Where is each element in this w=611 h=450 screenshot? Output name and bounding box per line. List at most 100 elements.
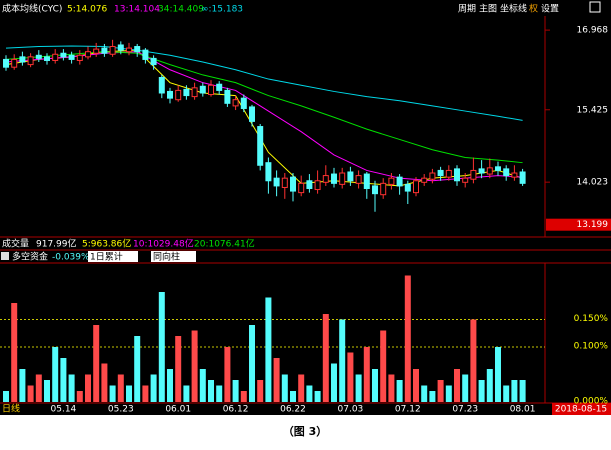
candle-body <box>429 172 436 180</box>
candle-body <box>470 169 477 180</box>
bar <box>306 385 313 402</box>
candle-body <box>511 172 518 178</box>
candle-body <box>232 99 239 107</box>
candle-body <box>495 166 501 171</box>
bar <box>199 369 206 402</box>
legend-entry: ∞:15.183 <box>201 5 243 15</box>
candle-body <box>216 83 223 91</box>
menu-item[interactable]: 坐标线 <box>500 3 527 15</box>
bar <box>331 363 337 402</box>
legend-entry: 5:14.076 <box>67 5 108 15</box>
help-icon[interactable] <box>1 252 9 260</box>
bar <box>3 391 9 402</box>
menu-item[interactable]: 权 <box>529 3 538 15</box>
candle-body <box>355 175 362 184</box>
candle-body <box>396 176 403 187</box>
bar <box>495 347 501 402</box>
candle-body <box>76 54 83 61</box>
bar <box>117 374 124 402</box>
bar <box>322 314 329 402</box>
y-tick-label: 16.968 <box>577 26 609 36</box>
panel-title: 多空资金 <box>12 251 48 263</box>
x-tick-label: 07.23 <box>452 405 478 415</box>
candle-body <box>306 180 313 190</box>
candle-body <box>249 106 255 122</box>
bar <box>380 330 387 402</box>
candle-body <box>101 47 108 54</box>
candle-body <box>134 46 141 53</box>
candle-body <box>363 173 370 190</box>
candle-body <box>265 162 272 182</box>
menu-item[interactable]: 主图 <box>479 3 497 15</box>
y-tick-label: 0.000% <box>574 397 609 407</box>
legend-entry: 34:14.409 <box>158 5 204 15</box>
volume-label: 成交量 <box>2 238 29 250</box>
bar <box>339 319 346 402</box>
candle-body <box>27 56 34 66</box>
bar <box>290 391 296 402</box>
bar <box>11 303 18 402</box>
bar <box>478 380 485 402</box>
candle-body <box>52 53 59 61</box>
candle-body <box>347 171 354 182</box>
bar <box>437 380 444 402</box>
bar <box>240 391 247 402</box>
bar <box>142 385 149 402</box>
candle-body <box>240 97 247 109</box>
bar <box>158 292 165 402</box>
candle-body <box>257 126 264 166</box>
date-box <box>552 403 611 415</box>
x-tick-label: 06.01 <box>165 405 191 415</box>
dropdown[interactable] <box>151 251 196 262</box>
volume-average: 10:1029.48亿 <box>133 238 194 250</box>
candle-body <box>60 52 67 58</box>
candle-body <box>404 183 411 192</box>
bar <box>265 297 272 402</box>
bar <box>93 325 100 402</box>
bar <box>314 391 321 402</box>
y-tick-label: 0.100% <box>574 342 609 352</box>
y-tick-label: 15.425 <box>577 105 609 115</box>
candle-body <box>478 168 485 174</box>
candle-body <box>68 54 75 60</box>
bar <box>85 374 91 402</box>
volume-average: 5:963.86亿 <box>82 238 131 250</box>
legend-entry: 13:14.104 <box>114 5 160 15</box>
candle-body <box>421 177 428 183</box>
candle-body <box>11 58 18 68</box>
dropdown-text: 同向柱 <box>153 251 180 263</box>
x-tick-label: 05.23 <box>108 405 134 415</box>
candle-body <box>519 171 526 184</box>
candle-body <box>117 44 124 51</box>
candle-body <box>191 87 198 98</box>
dropdown[interactable] <box>88 251 138 262</box>
candle-body <box>35 54 42 59</box>
candle-body <box>413 180 419 194</box>
menu-item[interactable]: 设置 <box>541 4 559 15</box>
candle-body <box>199 85 206 94</box>
menu-item[interactable]: 周期 <box>458 4 476 15</box>
candle-body <box>314 180 321 191</box>
candle-body <box>3 58 9 68</box>
candle-body <box>273 177 280 187</box>
candle-body <box>331 173 337 184</box>
price-marker-label: 13.199 <box>577 220 609 230</box>
settings-icon[interactable] <box>589 1 601 13</box>
candle-body <box>142 49 149 60</box>
bar <box>126 385 132 402</box>
caption: （图 3） <box>283 425 327 438</box>
y-tick-label: 0.150% <box>574 314 609 324</box>
candle-body <box>339 172 346 185</box>
bar <box>421 385 428 402</box>
bar <box>372 369 378 402</box>
ma-line <box>5 51 523 182</box>
dropdown-text: 1日累计 <box>90 251 123 263</box>
bar <box>429 391 436 402</box>
bar <box>445 385 452 402</box>
bar <box>232 380 239 402</box>
bar <box>68 374 75 402</box>
x-tick-label: 06.22 <box>280 405 306 415</box>
candle-body <box>322 175 329 183</box>
candle-body <box>462 177 469 183</box>
candle-body <box>445 169 452 178</box>
